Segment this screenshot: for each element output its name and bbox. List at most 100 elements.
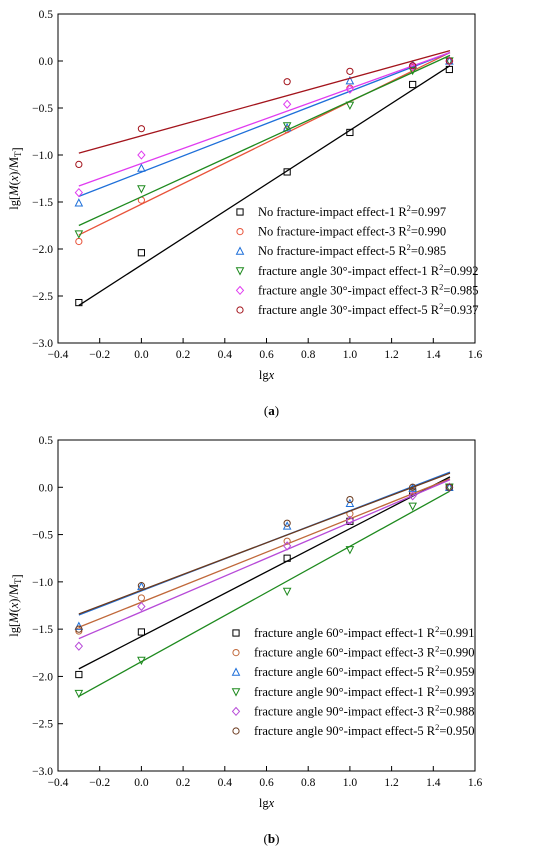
marker-circle [137,594,145,602]
y-axis-label: lg[M(x)/MT] [7,574,24,636]
x-axis-label: lgx [259,796,275,810]
marker-square [283,168,291,176]
marker-diamond [235,285,245,296]
plot-frame [57,439,476,772]
x-tick-label: 0.2 [176,777,191,789]
marker-triangle-up [345,75,355,85]
marker-diamond [445,482,454,492]
legend-label: fracture angle 90°-impact effect-3 R2=0.… [254,702,475,718]
fit-line [78,65,451,306]
marker-diamond [282,541,292,551]
series-1 [75,65,453,307]
series-5 [74,51,454,198]
marker-circle [283,537,291,545]
legend-item: fracture angle 90°-impact effect-1 R2=0.… [231,683,475,699]
legend: fracture angle 60°-impact effect-1 R2=0.… [231,624,475,738]
legend-label: fracture angle 90°-impact effect-1 R2=0.… [254,683,475,699]
y-tick-label: −1.5 [32,197,53,209]
x-tick-label: 1.2 [384,777,399,789]
marker-square [346,128,354,137]
marker-circle [409,483,417,491]
marker-square [137,249,146,257]
marker-triangle-down [282,587,292,597]
marker-circle [283,519,291,527]
marker-triangle-up [345,498,355,507]
legend-item: fracture angle 30°-impact effect-1 R2=0.… [235,262,479,278]
legend-label: No fracture-impact effect-1 R2=0.997 [258,203,446,219]
legend-label: fracture angle 60°-impact effect-3 R2=0.… [254,644,475,660]
legend-item: fracture angle 60°-impact effect-5 R2=0.… [231,663,475,679]
marker-triangle-up [231,667,241,676]
y-axis: 0.5 0.0 −0.5 −1.0 −1.5 −2.0 −2.5 −3.0 [32,435,63,778]
marker-triangle-down [235,267,245,276]
marker-circle [137,125,145,133]
fit-line [78,479,451,640]
y-tick-label: −2.0 [32,671,53,683]
marker-diamond [74,641,84,651]
x-tick-label: −0.4 [48,349,69,361]
marker-diamond [445,56,454,66]
y-tick-label: −3.0 [32,338,53,350]
marker-square [75,670,83,679]
marker-circle [232,649,240,657]
legend-label: No fracture-impact effect-3 R2=0.990 [258,223,446,239]
legend-label: fracture angle 60°-impact effect-5 R2=0.… [254,663,475,679]
marker-triangle-down [137,185,146,194]
series-4 [74,483,454,699]
marker-triangle-down [345,546,355,555]
fit-line [78,50,451,154]
marker-diamond [137,601,146,612]
x-tick-label: 0.6 [259,349,274,361]
x-tick-label: 0.0 [134,349,149,361]
marker-triangle-down [137,656,146,666]
x-tick-label: 1.6 [468,349,483,361]
marker-triangle-down [74,230,84,239]
marker-circle [75,237,83,246]
x-tick-label: 1.6 [468,777,483,789]
series-5 [74,479,454,651]
marker-square [232,629,240,637]
y-tick-label: −2.5 [32,291,53,303]
x-tick-label: 0.0 [134,777,149,789]
marker-diamond [231,706,241,717]
x-tick-label: −0.2 [89,777,110,789]
marker-circle [409,62,417,70]
series-group [74,471,454,699]
fit-line [78,51,451,187]
series-3 [74,51,454,207]
legend-item: No fracture-impact effect-5 R2=0.985 [235,242,446,258]
legend-label: fracture angle 30°-impact effect-3 R2=0.… [258,281,479,297]
marker-circle [75,160,83,168]
x-axis-label: lgx [259,368,275,382]
series-group [74,50,454,307]
legend-item: fracture angle 90°-impact effect-5 R2=0.… [232,722,475,738]
legend-item: fracture angle 60°-impact effect-3 R2=0.… [232,644,475,660]
marker-square [409,80,417,89]
marker-circle [346,67,354,75]
marker-circle [346,495,354,504]
legend-item: No fracture-impact effect-1 R2=0.997 [236,203,446,219]
chart-panel-b: −0.4 −0.2 0.0 0.2 0.4 0.6 0.8 1.0 1.2 1.4 1.60.50.… [7,435,482,846]
x-axis: −0.4 −0.2 0.0 0.2 0.4 0.6 0.8 1.0 1.2 1.4 1.6 [48,766,483,789]
y-axis-label: lg[M(x)/MT] [7,147,24,209]
x-tick-label: 0.8 [301,777,316,789]
marker-diamond [345,84,355,94]
legend-item: fracture angle 60°-impact effect-1 R2=0.… [232,624,475,640]
marker-diamond [408,61,417,72]
y-tick-label: −0.5 [32,530,53,542]
y-tick-label: −1.0 [32,577,53,589]
marker-circle [236,228,244,236]
x-tick-label: −0.2 [89,349,110,361]
legend-item: fracture angle 30°-impact effect-3 R2=0.… [235,281,479,297]
series-2 [75,478,453,635]
marker-square [236,208,244,216]
marker-triangle-up [137,163,146,172]
marker-circle [236,306,244,314]
y-tick-label: −2.0 [32,244,53,256]
marker-triangle-down [408,502,417,511]
marker-square [445,65,453,74]
x-tick-label: 0.2 [176,349,191,361]
marker-triangle-up [74,198,84,207]
y-axis: 0.5 0.0 −0.5 −1.0 −1.5 −2.0 −2.5 −3.0 [32,9,63,350]
